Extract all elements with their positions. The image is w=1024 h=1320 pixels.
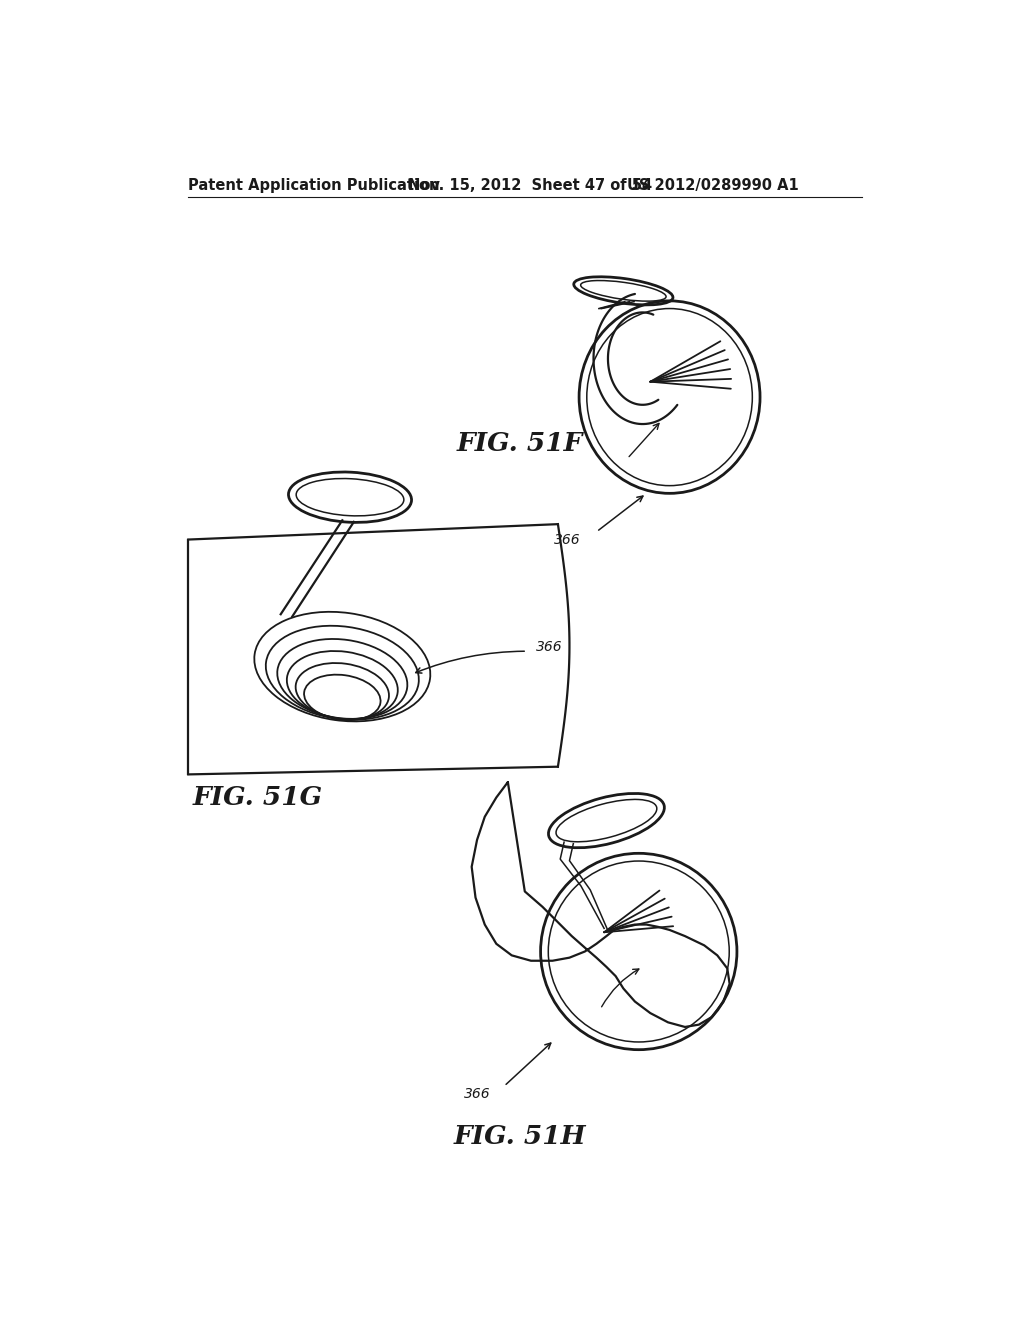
Text: Nov. 15, 2012  Sheet 47 of 54: Nov. 15, 2012 Sheet 47 of 54 bbox=[408, 178, 652, 193]
Text: FIG. 51G: FIG. 51G bbox=[193, 785, 323, 810]
Text: 366: 366 bbox=[537, 640, 563, 655]
Text: US 2012/0289990 A1: US 2012/0289990 A1 bbox=[628, 178, 799, 193]
Text: FIG. 51H: FIG. 51H bbox=[454, 1123, 586, 1148]
Text: FIG. 51F: FIG. 51F bbox=[457, 430, 583, 455]
Text: 366: 366 bbox=[464, 1086, 490, 1101]
Text: 366: 366 bbox=[554, 532, 581, 546]
Text: Patent Application Publication: Patent Application Publication bbox=[188, 178, 440, 193]
